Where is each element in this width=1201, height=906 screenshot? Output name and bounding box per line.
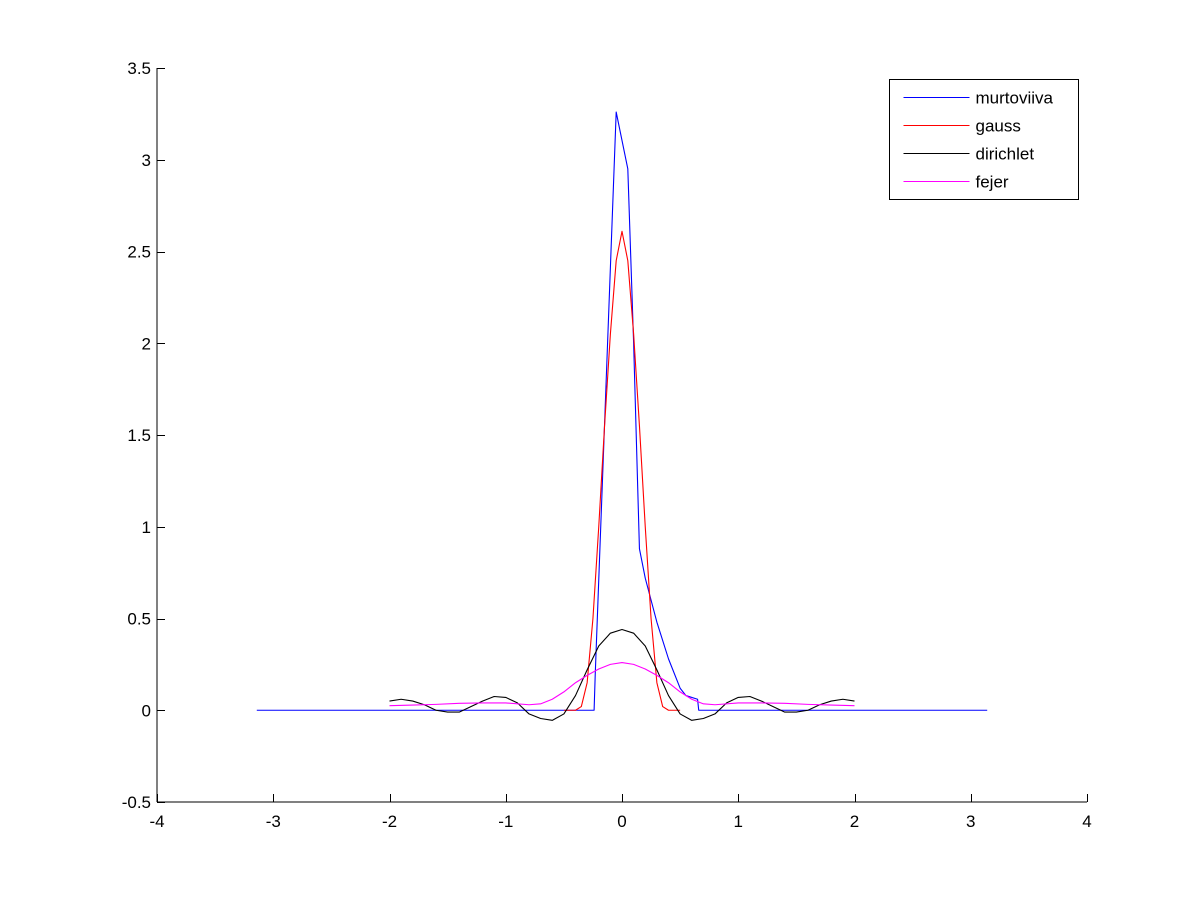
series-layer (256, 111, 988, 721)
x-tick-label: -3 (266, 812, 281, 831)
axes-layer: -4 -3 -2 -1 0 1 2 3 4 -0.5 0 0.5 1 1.5 2 2.5 3 3.5 (122, 59, 1092, 831)
y-tick-label: 2.5 (127, 243, 151, 262)
legend-label-fejer: fejer (976, 173, 1009, 192)
y-tick-label: 3.5 (127, 59, 151, 78)
y-tick-label: 2 (142, 334, 151, 353)
x-tick-label: -2 (382, 812, 397, 831)
x-tick-label: 4 (1082, 812, 1091, 831)
y-tick-label: 3 (142, 151, 151, 170)
legend: murtoviiva gauss dirichlet fejer (889, 79, 1079, 200)
y-tick-label: 0 (142, 701, 151, 720)
x-tick-label: 0 (617, 812, 626, 831)
legend-label-murtoviiva: murtoviiva (976, 89, 1054, 108)
y-tick-label: 1 (142, 518, 151, 537)
series-line-fejer (389, 661, 855, 707)
series-line-gauss (563, 230, 681, 711)
x-tick-label: 3 (966, 812, 975, 831)
x-tick-label: -4 (149, 812, 164, 831)
legend-label-dirichlet: dirichlet (976, 145, 1035, 164)
legend-label-gauss: gauss (976, 117, 1021, 136)
x-tick-label: -1 (498, 812, 513, 831)
series-line-murtoviiva (256, 111, 988, 711)
x-tick-label: 1 (734, 812, 743, 831)
y-tick-label: 1.5 (127, 426, 151, 445)
legend-box (889, 79, 1079, 200)
x-tick-label: 2 (850, 812, 859, 831)
y-tick-label: 0.5 (127, 610, 151, 629)
series-line-dirichlet (389, 628, 855, 721)
y-tick-label: -0.5 (122, 793, 151, 812)
